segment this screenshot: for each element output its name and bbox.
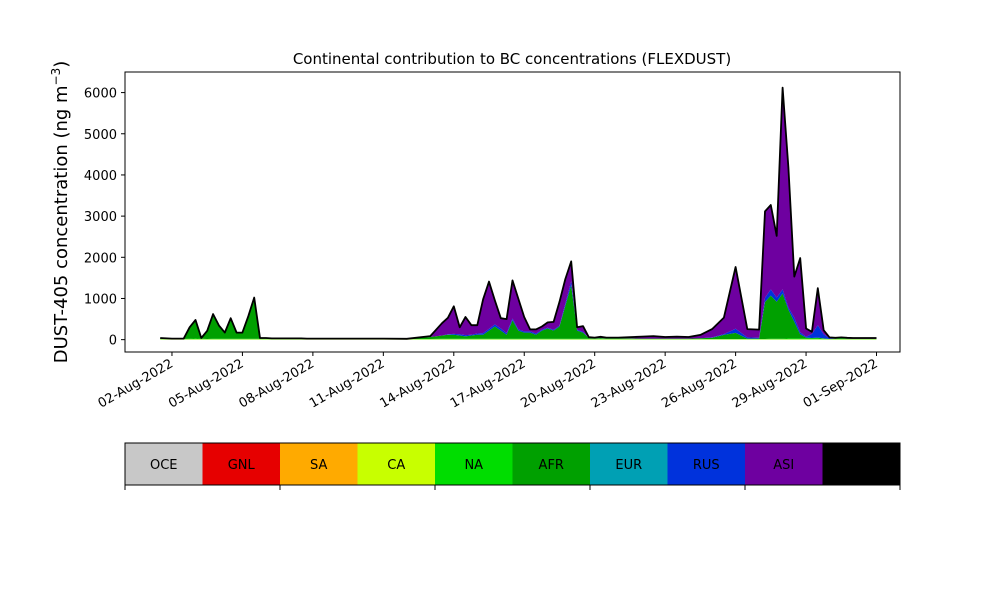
legend-label-sa: SA bbox=[310, 458, 327, 473]
y-tick-label: 1000 bbox=[84, 292, 117, 307]
y-axis-label-main: DUST-405 concentration (ng m bbox=[51, 85, 72, 363]
legend-label-aus: AUS bbox=[848, 458, 875, 473]
legend-swatch-oce bbox=[125, 443, 203, 485]
y-axis-label-superscript: −3 bbox=[49, 68, 63, 86]
y-tick-label: 0 bbox=[109, 334, 117, 349]
y-tick-label: 6000 bbox=[84, 87, 117, 102]
legend-frame bbox=[124, 442, 901, 486]
legend-swatch-sa bbox=[280, 443, 358, 485]
legend-swatch-gnl bbox=[202, 443, 280, 485]
legend-swatch-asi bbox=[745, 443, 823, 485]
area-series-afr bbox=[160, 285, 877, 339]
legend-swatch-ca bbox=[357, 443, 435, 485]
legend-swatch-afr bbox=[512, 443, 590, 485]
legend-swatch-rus bbox=[667, 443, 745, 485]
y-axis-label: DUST-405 concentration (ng m−3) bbox=[49, 61, 72, 364]
plot-frame bbox=[124, 71, 901, 353]
y-axis-label-close: ) bbox=[51, 61, 72, 68]
legend-label-na: NA bbox=[464, 458, 483, 473]
y-tick-label: 3000 bbox=[84, 210, 117, 225]
legend-label-oce: OCE bbox=[150, 458, 178, 473]
legend-label-eur: EUR bbox=[615, 458, 642, 473]
legend-label-afr: AFR bbox=[539, 458, 564, 473]
y-tick-label: 2000 bbox=[84, 251, 117, 266]
total-outline bbox=[160, 86, 877, 340]
legend-swatch-aus bbox=[822, 443, 900, 485]
plot-area bbox=[160, 86, 877, 340]
legend-label-gnl: GNL bbox=[228, 458, 256, 473]
legend-label-ca: CA bbox=[387, 458, 405, 473]
legend-label-rus: RUS bbox=[693, 458, 720, 473]
y-axis: 0 1000 2000 3000 4000 5000 6000 bbox=[84, 87, 125, 349]
legend-label-asi: ASI bbox=[773, 458, 794, 473]
legend-swatch-eur bbox=[590, 443, 668, 485]
legend-swatch-na bbox=[435, 443, 513, 485]
y-tick-label: 4000 bbox=[84, 169, 117, 184]
legend: OCE GNL SA CA NA AFR EUR RUS ASI AUS bbox=[124, 442, 901, 490]
y-tick-label: 5000 bbox=[84, 128, 117, 143]
chart-title: Continental contribution to BC concentra… bbox=[293, 50, 731, 68]
